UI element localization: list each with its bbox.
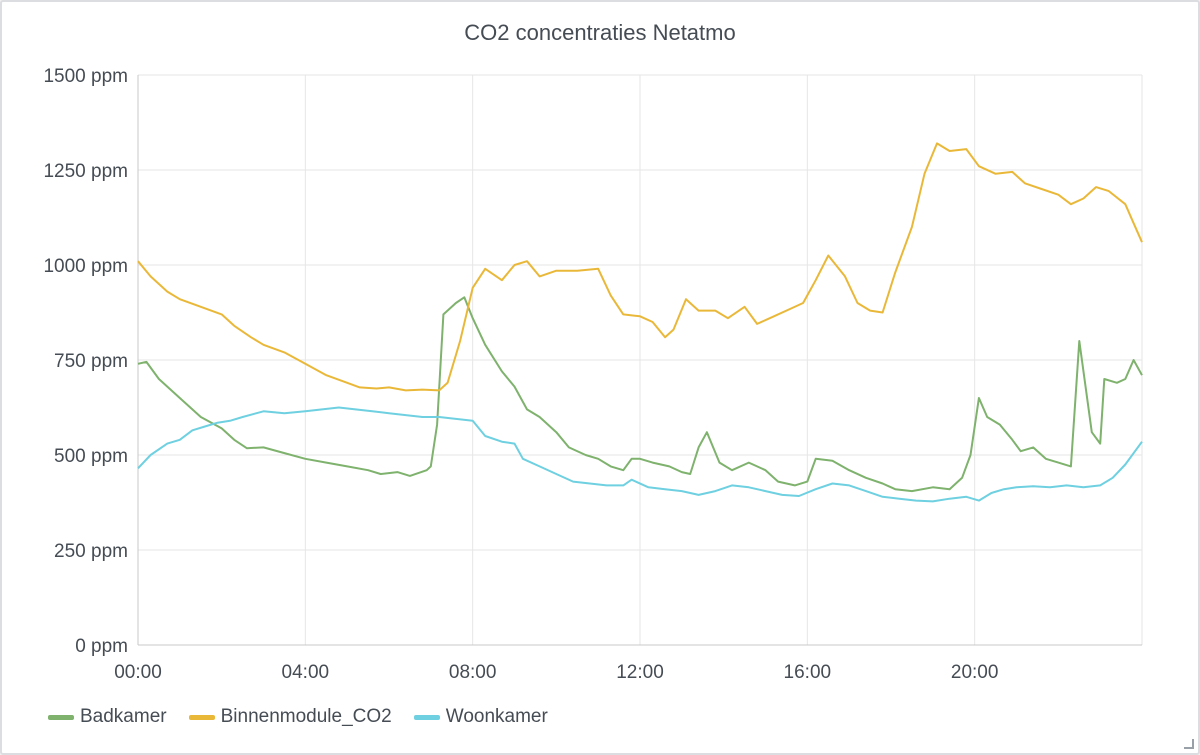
- panel-resize-handle[interactable]: [1184, 739, 1194, 749]
- legend-swatch: [48, 714, 74, 720]
- x-tick-label: 20:00: [951, 662, 999, 683]
- y-tick-label: 1500 ppm: [43, 66, 128, 87]
- series-line-woonkamer[interactable]: [137, 406, 1143, 503]
- x-tick-label: 00:00: [114, 662, 162, 683]
- y-tick-label: 500 ppm: [54, 446, 128, 467]
- y-tick-label: 250 ppm: [54, 541, 128, 562]
- legend-item-binnenmodule-co2[interactable]: Binnenmodule_CO2: [188, 706, 392, 728]
- y-tick-label: 750 ppm: [54, 351, 128, 372]
- legend-item-woonkamer[interactable]: Woonkamer: [413, 706, 548, 728]
- chart-series: [137, 142, 1143, 503]
- legend-label: Binnenmodule_CO2: [220, 706, 392, 727]
- x-tick-label: 12:00: [616, 662, 664, 683]
- chart-title: CO2 concentraties Netatmo: [464, 20, 736, 45]
- chart-grid: [137, 74, 1143, 646]
- x-tick-label: 16:00: [784, 662, 832, 683]
- series-line-binnenmodule-co2[interactable]: [137, 142, 1143, 392]
- series-line-badkamer[interactable]: [137, 296, 1143, 493]
- legend-label: Badkamer: [80, 706, 167, 727]
- chart-axes: 0 ppm 250 ppm 500 ppm 750 ppm 1000 ppm 1250 p…: [43, 66, 1142, 683]
- y-tick-label: 1000 ppm: [43, 256, 128, 277]
- y-tick-label: 0 ppm: [75, 636, 128, 657]
- y-tick-label: 1250 ppm: [43, 161, 128, 182]
- legend-swatch: [188, 714, 215, 720]
- legend-label: Woonkamer: [445, 706, 548, 727]
- legend-swatch: [413, 714, 440, 720]
- x-tick-label: 08:00: [449, 662, 497, 683]
- x-tick-label: 04:00: [282, 662, 330, 683]
- legend-item-badkamer[interactable]: Badkamer: [48, 706, 167, 728]
- chart-legend: Badkamer Binnenmodule_CO2 Woonkamer: [48, 706, 548, 728]
